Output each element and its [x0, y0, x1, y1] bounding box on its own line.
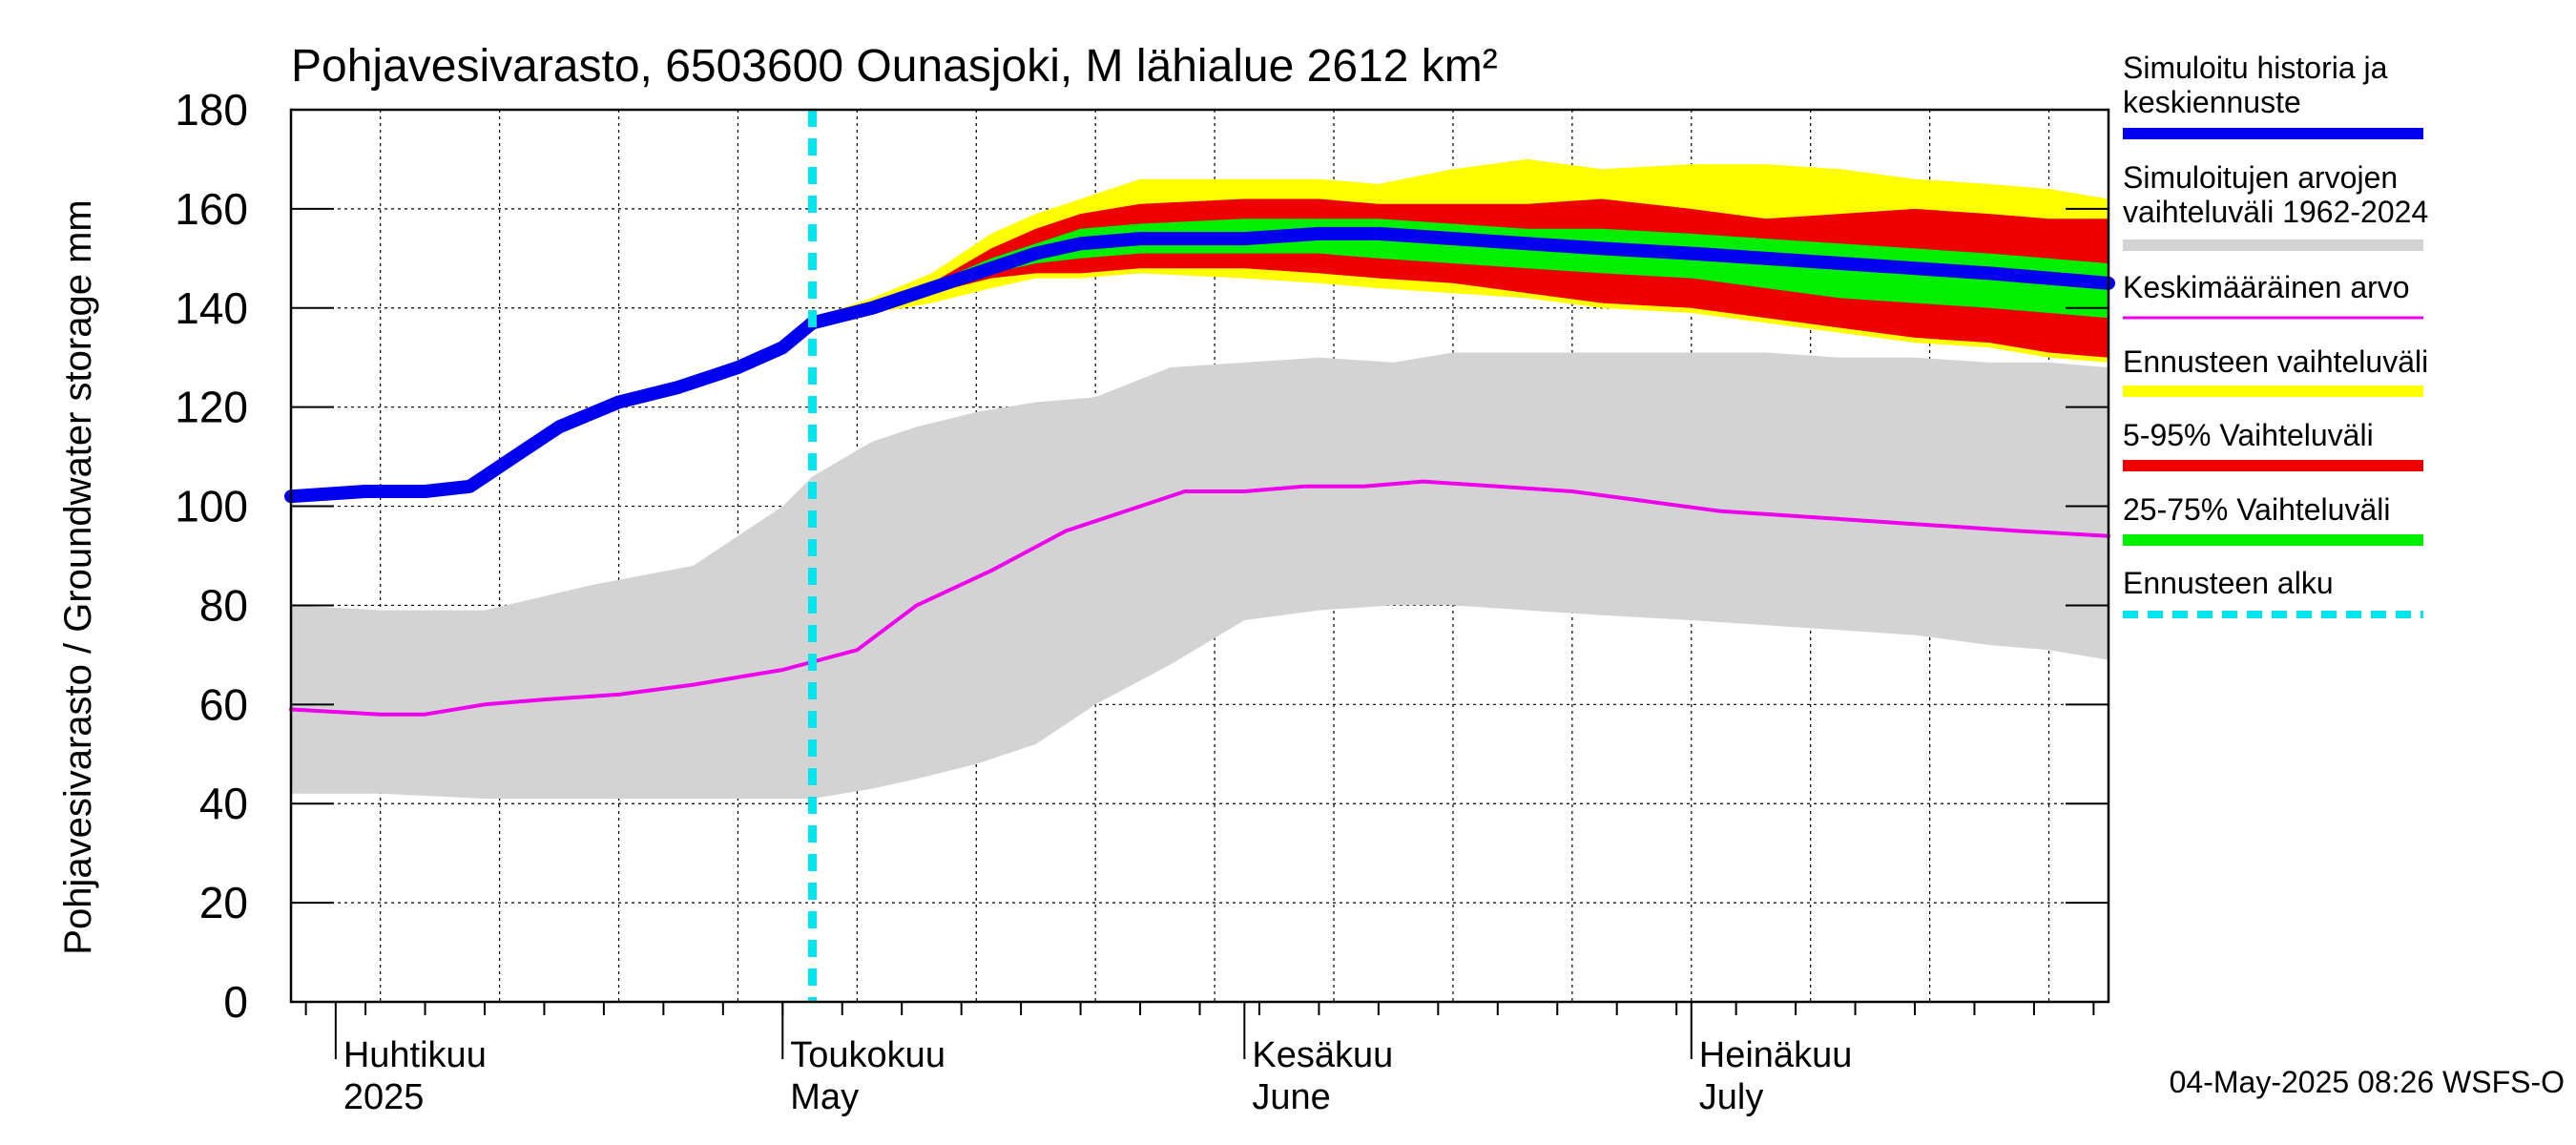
y-axis-label: Pohjavesivarasto / Groundwater storage m…: [57, 199, 99, 954]
y-tick-label: 80: [199, 580, 248, 630]
legend-label: keskiennuste: [2123, 85, 2301, 119]
month-label: Huhtikuu: [343, 1035, 487, 1075]
y-tick-label: 40: [199, 779, 248, 828]
month-label: Toukokuu: [790, 1035, 945, 1075]
timestamp: 04-May-2025 08:26 WSFS-O: [2170, 1065, 2565, 1099]
series-line-simuloitu-historia-ja-keskiennuste: [284, 226, 2115, 504]
legend-label: 25-75% Vaihteluväli: [2123, 492, 2390, 527]
legend-label: vaihteluväli 1962-2024: [2123, 195, 2428, 229]
y-tick-label: 0: [223, 977, 248, 1027]
month-label: Kesäkuu: [1252, 1035, 1393, 1075]
line-layer: [284, 110, 2115, 1002]
legend-label: 5-95% Vaihteluväli: [2123, 418, 2374, 452]
month-sublabel: June: [1252, 1077, 1330, 1117]
chart-title: Pohjavesivarasto, 6503600 Ounasjoki, M l…: [291, 41, 1498, 92]
y-tick-label: 100: [175, 482, 248, 531]
month-sublabel: May: [790, 1077, 859, 1117]
y-tick-label: 60: [199, 679, 248, 729]
plot-frame: [289, 108, 2110, 1004]
legend-label: Ennusteen alku: [2123, 566, 2334, 600]
y-tick-label: 160: [175, 184, 248, 234]
series-line-keskim-r-inen-arvo: [289, 479, 2110, 717]
band-simuloitujen-arvojen-vaihteluv-li-1962-2024: [291, 352, 2109, 799]
month-label: Heinäkuu: [1699, 1035, 1853, 1075]
legend-label: Ennusteen vaihteluväli: [2123, 344, 2428, 379]
legend-label: Simuloitujen arvojen: [2123, 160, 2398, 195]
month-sublabel: 2025: [343, 1077, 425, 1117]
month-sublabel: July: [1699, 1077, 1764, 1117]
y-tick-label: 120: [175, 383, 248, 432]
y-tick-label: 140: [175, 283, 248, 333]
legend-label: Simuloitu historia ja: [2123, 51, 2388, 85]
y-tick-label: 180: [175, 85, 248, 135]
legend-label: Keskimääräinen arvo: [2123, 270, 2410, 304]
y-tick-label: 20: [199, 878, 248, 927]
